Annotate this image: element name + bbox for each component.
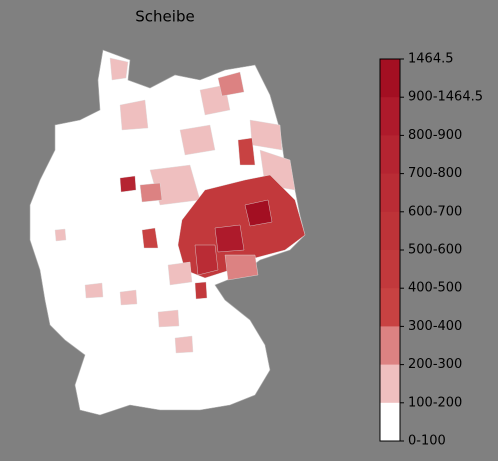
region [237,137,256,166]
region [119,99,149,131]
region [54,228,67,242]
region [109,57,129,81]
region [249,119,283,151]
region [217,71,245,97]
colorbar-segment [380,59,400,98]
colorbar-label: 600-700 [408,204,462,219]
region [174,335,194,354]
colorbar-segment [380,250,400,289]
colorbar-segment [380,173,400,213]
region [167,261,193,286]
colorbar-label: 500-600 [408,243,462,258]
region [139,182,163,203]
colorbar-label: 800-900 [408,128,462,143]
germany-map [29,49,306,416]
region [141,227,159,249]
region [84,282,104,299]
region [214,224,245,253]
region-fills [54,57,306,354]
region [194,281,208,300]
colorbar-segment [380,402,400,442]
region [244,199,273,227]
map-title: Scheibe [135,8,194,26]
colorbar-segment [380,288,400,327]
colorbar-label: 1464.5 [408,52,454,67]
region [179,124,216,156]
colorbar-label: 100-200 [408,395,462,410]
colorbar-label: 400-500 [408,281,462,296]
colorbar-segment [380,97,400,136]
region [194,244,219,276]
colorbar-segment [380,211,400,251]
region [157,309,180,328]
colorbar-label: 200-300 [408,357,462,372]
colorbar-label: 900-1464.5 [408,90,483,105]
colorbar: 1464.5 900-1464.5 800-900 700-800 600-700 500… [379,52,483,449]
country-outline [29,49,306,416]
colorbar-segment [380,326,400,366]
region [224,254,259,281]
colorbar-label: 300-400 [408,319,462,334]
region [119,175,137,193]
colorbar-segment [380,364,400,404]
colorbar-label: 0-100 [408,434,446,449]
region [119,289,138,306]
colorbar-label: 700-800 [408,166,462,181]
colorbar-segment [380,135,400,175]
